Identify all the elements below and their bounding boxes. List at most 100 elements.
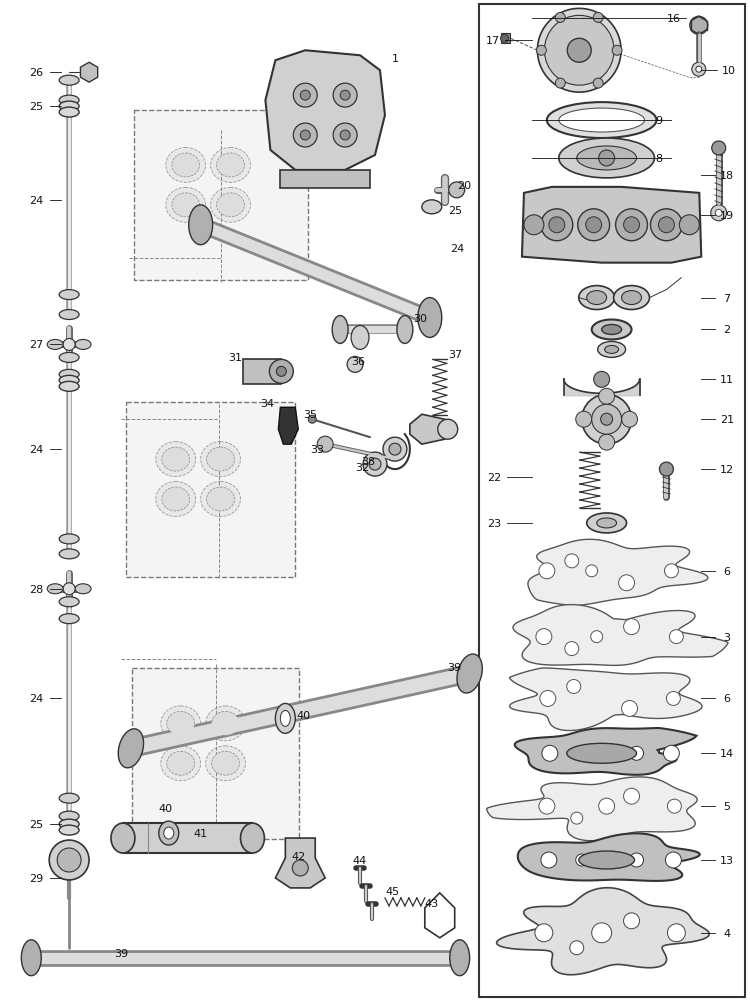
Text: 8: 8 (656, 153, 662, 163)
Circle shape (544, 16, 614, 86)
Circle shape (333, 84, 357, 108)
Circle shape (586, 565, 598, 577)
Polygon shape (275, 839, 326, 888)
Ellipse shape (59, 597, 79, 607)
Circle shape (555, 13, 566, 23)
Circle shape (665, 852, 681, 868)
Polygon shape (410, 415, 452, 445)
Ellipse shape (422, 200, 442, 214)
Ellipse shape (59, 382, 79, 392)
Text: 45: 45 (386, 886, 400, 896)
Circle shape (538, 9, 621, 93)
Circle shape (535, 924, 553, 942)
Ellipse shape (597, 518, 616, 528)
Ellipse shape (207, 448, 235, 472)
Circle shape (565, 642, 579, 656)
Circle shape (623, 217, 640, 233)
Ellipse shape (217, 193, 244, 217)
Text: 39: 39 (448, 662, 462, 672)
Ellipse shape (156, 442, 196, 477)
Circle shape (667, 691, 680, 705)
Text: 2: 2 (723, 326, 730, 335)
Circle shape (576, 747, 588, 760)
Circle shape (668, 800, 681, 814)
Circle shape (598, 799, 614, 815)
Text: 30: 30 (413, 314, 427, 324)
Circle shape (540, 690, 556, 706)
Ellipse shape (579, 851, 634, 869)
Text: 12: 12 (720, 465, 734, 475)
Circle shape (292, 860, 308, 876)
Text: 37: 37 (448, 350, 463, 360)
Ellipse shape (59, 826, 79, 836)
Ellipse shape (614, 287, 650, 311)
Ellipse shape (332, 317, 348, 344)
Circle shape (383, 438, 407, 462)
Circle shape (650, 209, 682, 241)
Text: 16: 16 (667, 14, 681, 24)
Text: 7: 7 (723, 294, 730, 304)
Ellipse shape (351, 327, 369, 350)
Circle shape (578, 209, 610, 241)
Circle shape (570, 941, 584, 955)
Circle shape (598, 151, 614, 166)
Ellipse shape (59, 614, 79, 624)
Ellipse shape (579, 287, 614, 311)
Ellipse shape (59, 311, 79, 321)
Text: 24: 24 (29, 693, 44, 703)
Ellipse shape (156, 482, 196, 517)
Polygon shape (500, 34, 511, 44)
Ellipse shape (559, 109, 644, 133)
Ellipse shape (166, 148, 206, 183)
Ellipse shape (602, 326, 622, 335)
Circle shape (340, 91, 350, 101)
Text: 38: 38 (361, 457, 375, 467)
Text: 26: 26 (29, 68, 44, 78)
Circle shape (524, 215, 544, 235)
Bar (478, 5, 745, 997)
Ellipse shape (59, 812, 79, 822)
Ellipse shape (59, 820, 79, 830)
Circle shape (593, 13, 603, 23)
Text: 6: 6 (723, 693, 730, 703)
Ellipse shape (201, 442, 241, 477)
Ellipse shape (172, 154, 200, 177)
Ellipse shape (397, 317, 412, 344)
Bar (244, 360, 281, 385)
Text: 34: 34 (260, 399, 274, 409)
Text: 24: 24 (451, 243, 465, 254)
Circle shape (340, 131, 350, 141)
Text: 19: 19 (720, 210, 734, 220)
Circle shape (565, 554, 579, 568)
Ellipse shape (450, 940, 470, 976)
Ellipse shape (59, 794, 79, 804)
Circle shape (308, 416, 316, 424)
Ellipse shape (206, 706, 245, 741)
Circle shape (659, 463, 674, 477)
Text: 23: 23 (488, 518, 502, 528)
Text: 25: 25 (29, 820, 44, 830)
Circle shape (536, 629, 552, 645)
Ellipse shape (75, 340, 91, 350)
Circle shape (612, 46, 622, 56)
Text: 27: 27 (29, 340, 44, 350)
Circle shape (711, 205, 727, 221)
Ellipse shape (166, 188, 206, 223)
Bar (126, 403, 296, 577)
Ellipse shape (172, 193, 200, 217)
Ellipse shape (162, 488, 190, 511)
Text: 43: 43 (424, 898, 439, 908)
Ellipse shape (164, 828, 174, 840)
Circle shape (300, 131, 310, 141)
Ellipse shape (206, 746, 245, 781)
Polygon shape (528, 540, 708, 606)
Ellipse shape (586, 292, 607, 306)
Ellipse shape (622, 292, 641, 306)
Text: 40: 40 (296, 710, 310, 720)
Text: 24: 24 (29, 195, 44, 205)
Circle shape (664, 564, 678, 578)
Circle shape (539, 799, 555, 815)
Circle shape (582, 395, 632, 445)
Circle shape (293, 124, 317, 148)
Circle shape (601, 414, 613, 426)
